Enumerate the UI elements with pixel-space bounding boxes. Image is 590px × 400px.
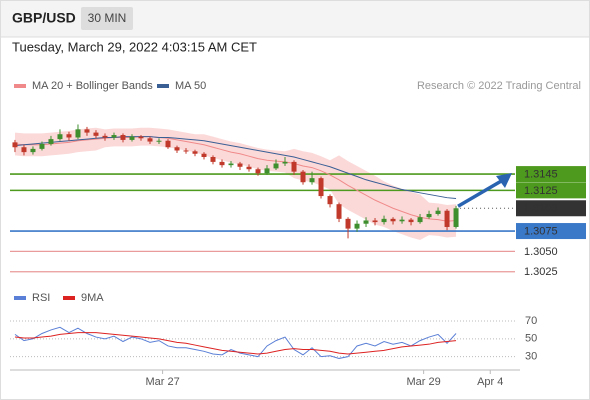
candle-body <box>84 129 90 133</box>
last-price-label: 1.3103 <box>524 203 558 215</box>
legend-label: MA 50 <box>175 80 206 92</box>
candle-body <box>165 140 171 148</box>
level-label: 1.3025 <box>524 266 558 278</box>
level-label: 1.3075 <box>524 225 558 237</box>
candle-body <box>336 204 342 219</box>
legend-swatch <box>63 296 75 300</box>
candle-body <box>57 134 63 140</box>
credit: Research © 2022 Trading Central <box>417 80 581 92</box>
candle-body <box>219 161 225 166</box>
candle-body <box>327 196 333 205</box>
candle-body <box>129 136 135 140</box>
candle-body <box>93 132 99 136</box>
candle-body <box>147 138 153 142</box>
candle-body <box>273 163 279 169</box>
candle-body <box>282 161 288 164</box>
candle-body <box>408 219 414 223</box>
interval: 30 MIN <box>88 11 127 25</box>
legend-swatch <box>14 84 26 88</box>
timestamp: Tuesday, March 29, 2022 4:03:15 AM CET <box>12 39 257 54</box>
rsi-panel: RSI 9MA 70 50 30 <box>10 292 537 363</box>
candle-body <box>102 135 108 138</box>
candle-body <box>435 210 441 214</box>
candle-body <box>417 217 423 223</box>
candle-body <box>12 142 18 148</box>
candle-body <box>390 218 396 222</box>
candle-body <box>120 135 126 140</box>
candle-body <box>354 223 360 229</box>
x-tick-label: Apr 4 <box>477 376 503 388</box>
symbol: GBP/USD <box>12 10 76 26</box>
candle-body <box>39 143 45 149</box>
candle-body <box>363 220 369 224</box>
candle-body <box>183 150 189 152</box>
forecast-arrowhead <box>496 173 512 188</box>
y-tick-label: 50 <box>525 333 537 345</box>
candle-body <box>426 213 432 218</box>
candle-body <box>291 161 297 172</box>
candle-body <box>381 218 387 223</box>
candle-body <box>21 147 27 153</box>
level-label-box <box>516 166 586 183</box>
candle-body <box>228 163 234 166</box>
ma-line <box>14 136 457 222</box>
y-tick-label: 30 <box>525 351 537 363</box>
candle-body <box>264 168 270 174</box>
interval-badge <box>81 7 133 30</box>
legend-label: 9MA <box>81 292 104 304</box>
candle-body <box>453 208 459 227</box>
candle-body <box>30 148 36 153</box>
price-panel: MA 20 + Bollinger Bands MA 50 1.3145 1.3125… <box>10 80 586 388</box>
candle-body <box>138 136 144 139</box>
legend-label: MA 20 + Bollinger Bands <box>32 80 153 92</box>
legend-swatch <box>157 84 169 88</box>
x-tick-label: Mar 27 <box>145 376 179 388</box>
candle-body <box>399 219 405 222</box>
candle-body <box>345 218 351 229</box>
legend-swatch <box>14 296 26 300</box>
last-price-box <box>516 200 586 217</box>
level-label: 1.3145 <box>524 168 558 180</box>
level-label-box <box>516 223 586 240</box>
candle-body <box>309 178 315 183</box>
rsi-line <box>14 332 457 355</box>
candle-body <box>372 220 378 223</box>
candle-body <box>48 139 54 144</box>
level-label-box <box>516 182 586 199</box>
candle-body <box>75 129 81 138</box>
candle-body <box>174 147 180 151</box>
candle-body <box>237 163 243 167</box>
candle-body <box>156 140 162 142</box>
candle-body <box>192 151 198 154</box>
candle-body <box>66 134 72 138</box>
level-label: 1.3050 <box>524 246 558 258</box>
candle-body <box>111 135 117 138</box>
candle-body <box>300 171 306 183</box>
candle-body <box>201 153 207 158</box>
x-tick-label: Mar 29 <box>407 376 441 388</box>
candle-body <box>255 169 261 174</box>
candle-body <box>210 157 216 162</box>
ma-line <box>14 136 457 199</box>
y-tick-label: 70 <box>525 315 537 327</box>
legend-label: RSI <box>32 292 50 304</box>
level-label: 1.3125 <box>524 185 558 197</box>
forecast-arrow <box>457 178 504 208</box>
candle-body <box>318 178 324 197</box>
candle-body <box>444 210 450 227</box>
candle-body <box>246 166 252 170</box>
